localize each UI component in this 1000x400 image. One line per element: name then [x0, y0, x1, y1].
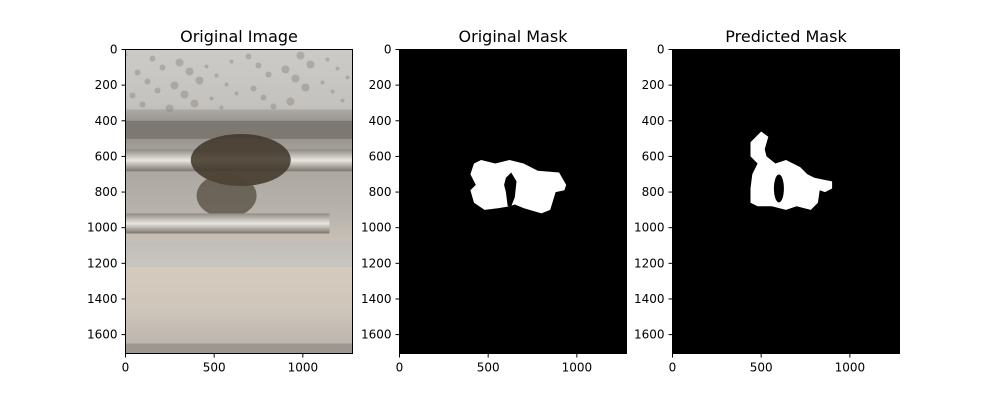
x-tick-label: 500	[750, 361, 773, 375]
y-tick-label: 400	[642, 114, 665, 128]
x-tick-label: 1000	[835, 361, 866, 375]
y-tick-label: 1400	[361, 292, 392, 306]
y-tick-label: 1200	[634, 256, 665, 270]
y-tick-label: 0	[657, 43, 665, 57]
y-tick-label: 200	[642, 78, 665, 92]
y-tick-label: 1000	[361, 221, 392, 235]
y-tick-label: 400	[369, 114, 392, 128]
y-tick-label: 0	[110, 43, 118, 57]
y-tick-label: 600	[95, 149, 118, 163]
y-tick-label: 1600	[361, 328, 392, 342]
y-tick-label: 0	[384, 43, 392, 57]
y-tick-label: 800	[369, 185, 392, 199]
x-tick-label: 0	[396, 361, 404, 375]
panel-title: Predicted Mask	[725, 27, 847, 46]
x-tick-label: 1000	[562, 361, 593, 375]
y-tick-label: 1400	[634, 292, 665, 306]
y-tick-label: 1000	[87, 221, 118, 235]
y-tick-label: 1200	[87, 256, 118, 270]
x-tick-label: 1000	[288, 361, 319, 375]
y-tick-label: 1600	[634, 328, 665, 342]
y-tick-label: 800	[642, 185, 665, 199]
original-image	[125, 49, 353, 354]
axes-frame	[399, 49, 627, 354]
x-tick-label: 0	[669, 361, 677, 375]
y-tick-label: 1000	[634, 221, 665, 235]
predicted-mask	[672, 49, 900, 354]
axes-frame	[672, 49, 900, 354]
panel-1: Original Image 0 500 1000 0 200 400 600 800 1000 1…	[87, 27, 353, 375]
y-tick-label: 1600	[87, 328, 118, 342]
original-mask	[399, 49, 627, 354]
panel-3: Predicted Mask 0 500 1000 0 200 400 600 800 1000 1…	[634, 27, 900, 375]
y-tick-label: 800	[95, 185, 118, 199]
x-tick-label: 0	[122, 361, 130, 375]
y-tick-label: 1400	[87, 292, 118, 306]
y-tick-label: 200	[95, 78, 118, 92]
panel-title: Original Mask	[459, 27, 569, 46]
x-tick-label: 500	[477, 361, 500, 375]
axes-frame	[125, 49, 353, 354]
y-tick-label: 600	[369, 149, 392, 163]
y-tick-label: 1200	[361, 256, 392, 270]
y-tick-label: 200	[369, 78, 392, 92]
panel-title: Original Image	[180, 27, 298, 46]
y-tick-label: 600	[642, 149, 665, 163]
y-tick-label: 400	[95, 114, 118, 128]
x-tick-label: 500	[203, 361, 226, 375]
panel-2: Original Mask 0 500 1000 0 200 400 600 800 1000 12…	[361, 27, 627, 375]
